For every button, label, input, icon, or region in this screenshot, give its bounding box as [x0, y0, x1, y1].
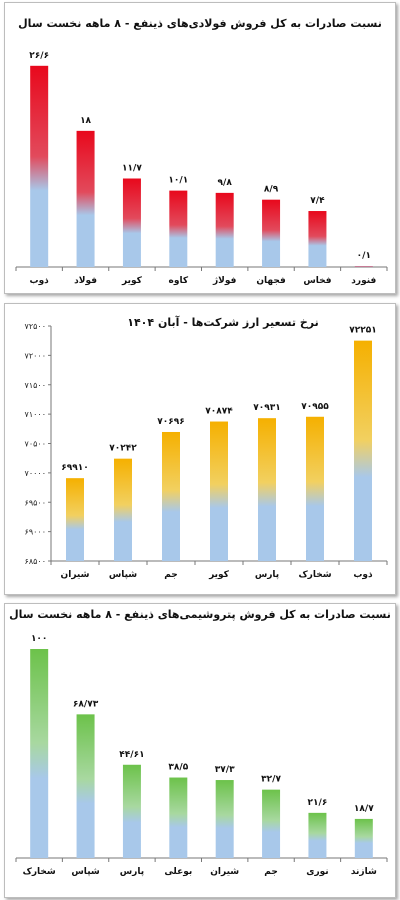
- bar-6: [262, 199, 281, 267]
- y-tick-label: ۶۸۵۰۰: [25, 557, 46, 566]
- value-label: ۳۸/۵: [168, 763, 188, 773]
- category-label: فولاد: [74, 276, 97, 286]
- y-tick-label: ۷۰۵۰۰: [25, 440, 46, 449]
- petrochem-exports-chart: نسبت صادرات به کل فروش پتروشیمی‌های ذینف…: [9, 608, 391, 877]
- value-label: ۱۰/۱: [168, 176, 188, 186]
- value-label: ۰/۱: [357, 251, 371, 261]
- value-label: ۷۰۲۴۲: [109, 444, 137, 454]
- y-tick-label: ۶۹۰۰۰: [25, 528, 46, 537]
- category-label: ذوب: [30, 276, 50, 286]
- value-label: ۱۸: [80, 116, 91, 126]
- bar-2: [114, 458, 132, 561]
- y-tick-label: ۷۱۰۰۰: [25, 410, 46, 419]
- category-label: فخاس: [303, 276, 331, 286]
- category-label: شپاس: [71, 867, 99, 877]
- y-tick-label: ۷۱۵۰۰: [25, 381, 46, 390]
- category-label: پارس: [120, 867, 144, 877]
- fx-rate-chart: نرخ تسعیر ارز شرکت‌ها - آبان ۱۴۰۴ ۶۸۵۰۰ ۶۹…: [25, 315, 388, 580]
- value-label: ۸/۹: [264, 185, 279, 195]
- value-label: ۳۲/۷: [261, 775, 281, 785]
- value-label: ۷۰۹۵۵: [301, 402, 329, 412]
- bar-1: [30, 65, 49, 267]
- bar-7: [308, 812, 327, 858]
- category-label: کویر: [208, 570, 230, 580]
- chart-title: نرخ تسعیر ارز شرکت‌ها - آبان ۱۴۰۴: [127, 315, 318, 329]
- chart-title: نسبت صادرات به کل فروش پتروشیمی‌های ذینف…: [9, 608, 391, 621]
- bar-4: [210, 421, 228, 561]
- category-label: شخارک: [23, 867, 56, 877]
- y-tick-label: ۷۰۰۰۰: [25, 469, 46, 478]
- category-label: پارس: [255, 570, 279, 580]
- category-label: فنورد: [351, 276, 376, 286]
- value-label: ۱۸/۷: [354, 804, 374, 814]
- category-label: نوری: [306, 867, 328, 877]
- bar-7: [354, 340, 372, 561]
- value-label: ۴۴/۶۱: [119, 750, 144, 760]
- bar-8: [354, 266, 373, 267]
- steel-exports-chart: نسبت صادرات به کل فروش فولادی‌های ذینفع …: [15, 17, 388, 286]
- value-label: ۹/۸: [218, 178, 233, 188]
- bar-2: [76, 714, 95, 858]
- chart-panel-fx-rate: نرخ تسعیر ارز شرکت‌ها - آبان ۱۴۰۴ ۶۸۵۰۰ ۶۹…: [4, 303, 396, 595]
- bar-3: [122, 764, 141, 858]
- y-tick-label: ۷۲۵۰۰: [25, 322, 46, 331]
- chart-panel-steel-exports: نسبت صادرات به کل فروش فولادی‌های ذینفع …: [4, 2, 396, 294]
- bar-2: [76, 130, 95, 267]
- value-label: ۷۰۹۳۱: [253, 403, 280, 413]
- bar-4: [169, 190, 188, 267]
- category-label: ذوب: [353, 570, 373, 580]
- category-label: جم: [264, 867, 278, 877]
- y-tick-label: ۶۹۵۰۰: [25, 498, 46, 507]
- category-label: کویر: [121, 276, 143, 286]
- chart-panel-petrochem-exports: نسبت صادرات به کل فروش پتروشیمی‌های ذینف…: [4, 603, 396, 898]
- category-label: شیران: [210, 867, 239, 877]
- bar-5: [215, 780, 234, 858]
- category-label: شیران: [61, 570, 90, 580]
- value-label: ۳۷/۳: [215, 765, 235, 775]
- category-label: شخارک: [298, 570, 331, 580]
- category-label: فجهان: [256, 276, 285, 286]
- bar-1: [30, 649, 49, 858]
- value-label: ۱۱/۷: [122, 164, 142, 174]
- value-label: ۷۲۲۵۱: [349, 326, 376, 336]
- bar-6: [306, 416, 324, 561]
- category-label: شازند: [351, 867, 377, 877]
- bar-5: [258, 418, 276, 561]
- bar-6: [262, 789, 281, 858]
- bar-8: [354, 818, 373, 858]
- category-label: جم: [164, 570, 178, 580]
- bar-4: [169, 777, 188, 858]
- value-label: ۶۹۹۱۰: [61, 463, 88, 473]
- value-label: ۱۰۰: [31, 634, 47, 644]
- value-label: ۲۶/۶: [29, 51, 49, 61]
- value-label: ۷۰۶۹۶: [157, 417, 184, 427]
- y-tick-label: ۷۲۰۰۰: [25, 351, 46, 360]
- value-label: ۲۱/۶: [308, 798, 328, 808]
- category-label: فولاژ: [212, 276, 237, 286]
- category-label: شپاس: [109, 570, 137, 580]
- bar-3: [122, 178, 141, 267]
- value-label: ۷/۴: [310, 196, 325, 206]
- bar-1: [66, 478, 84, 561]
- value-label: ۶۸/۷۳: [73, 699, 99, 709]
- bar-3: [162, 431, 180, 561]
- chart-title: نسبت صادرات به کل فروش فولادی‌های ذینفع …: [18, 17, 382, 30]
- category-label: کاوه: [169, 276, 189, 286]
- bar-7: [308, 211, 327, 267]
- bar-5: [215, 192, 234, 267]
- category-label: بوعلی: [164, 867, 192, 877]
- value-label: ۷۰۸۷۴: [205, 407, 233, 417]
